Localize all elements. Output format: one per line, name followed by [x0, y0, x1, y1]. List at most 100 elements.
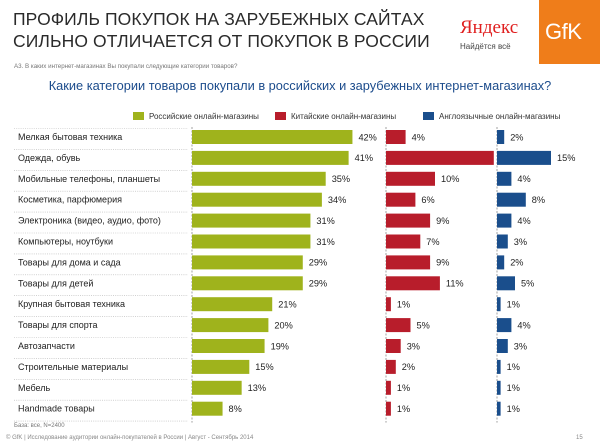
bar-russian — [192, 192, 322, 207]
value-label-russian: 29% — [309, 279, 327, 289]
bar-russian — [192, 150, 349, 165]
bar-english — [497, 150, 551, 165]
category-label: Мобильные телефоны, планшеты — [18, 174, 160, 184]
value-label-english: 15% — [557, 153, 575, 163]
value-label-chinese: 4% — [412, 132, 425, 142]
bar-english — [497, 318, 512, 333]
value-label-english: 8% — [532, 195, 545, 205]
bar-russian — [192, 297, 273, 312]
yandex-logo-word: Яндекс — [460, 17, 519, 38]
value-label-russian: 15% — [255, 362, 273, 372]
value-label-english: 5% — [521, 279, 534, 289]
bar-english — [497, 380, 501, 395]
value-label-russian: 31% — [316, 237, 334, 247]
bar-english — [497, 297, 501, 312]
bar-russian — [192, 213, 311, 228]
category-label: Товары для дома и сада — [18, 257, 121, 267]
value-label-russian: 8% — [229, 404, 242, 414]
bar-chinese — [386, 171, 435, 186]
bar-english — [497, 234, 508, 249]
bar-russian — [192, 276, 303, 291]
value-label-russian: 21% — [278, 300, 296, 310]
value-label-russian: 41% — [355, 153, 373, 163]
sample-base-note: База: все, N=2400 — [14, 423, 65, 429]
legend-item-english: Англоязычные онлайн-магазины — [423, 112, 560, 121]
value-label-english: 1% — [507, 404, 520, 414]
category-label: Handmade товары — [18, 404, 95, 414]
value-label-russian: 34% — [328, 195, 346, 205]
legend-label-english: Англоязычные онлайн-магазины — [439, 112, 561, 121]
value-label-chinese: 7% — [426, 237, 439, 247]
value-label-russian: 29% — [309, 258, 327, 268]
title-line-1: ПРОФИЛЬ ПОКУПОК НА ЗАРУБЕЖНЫХ САЙТАХ — [13, 9, 425, 29]
category-label: Косметика, парфюмерия — [18, 195, 122, 205]
value-label-english: 4% — [517, 320, 530, 330]
bar-chinese — [386, 150, 494, 165]
value-label-russian: 20% — [274, 320, 292, 330]
value-label-russian: 19% — [271, 341, 289, 351]
value-label-russian: 31% — [316, 216, 334, 226]
value-label-english: 1% — [507, 362, 520, 372]
value-label-english: 2% — [510, 132, 523, 142]
bar-chinese — [386, 255, 431, 270]
survey-question: А3. В каких интернет-магазинах Вы покупа… — [14, 63, 238, 70]
gfk-logo: GfK — [539, 0, 600, 64]
bar-russian — [192, 401, 223, 416]
page-title: ПРОФИЛЬ ПОКУПОК НА ЗАРУБЕЖНЫХ САЙТАХ СИЛ… — [13, 8, 433, 52]
category-label: Одежда, обувь — [18, 153, 80, 163]
bar-chinese — [386, 359, 396, 374]
value-label-chinese: 11% — [446, 279, 464, 289]
bar-english — [497, 276, 515, 291]
bar-english — [497, 130, 505, 144]
legend-item-chinese: Китайские онлайн-магазины — [275, 112, 396, 121]
bar-russian — [192, 234, 311, 249]
value-label-english: 1% — [507, 383, 520, 393]
category-label: Электроника (видео, аудио, фото) — [18, 216, 161, 226]
bar-chinese — [386, 276, 440, 291]
legend-item-russian: Российские онлайн-магазины — [133, 112, 259, 121]
value-label-chinese: 2% — [402, 362, 415, 372]
bar-chinese — [386, 401, 391, 416]
value-label-chinese: 9% — [436, 216, 449, 226]
value-label-english: 2% — [510, 258, 523, 268]
value-label-russian: 42% — [358, 132, 376, 142]
value-label-chinese: 9% — [436, 258, 449, 268]
title-line-2: СИЛЬНО ОТЛИЧАЕТСЯ ОТ ПОКУПОК В РОССИИ — [13, 31, 430, 51]
bar-chinese — [386, 192, 416, 207]
bar-chinese — [386, 318, 411, 333]
bar-russian — [192, 171, 326, 186]
page-number: 15 — [576, 435, 583, 441]
bar-chinese — [386, 213, 431, 228]
value-label-chinese: 1% — [397, 300, 410, 310]
category-label: Автозапчасти — [18, 341, 75, 351]
legend-label-russian: Российские онлайн-магазины — [149, 112, 259, 121]
yandex-logo: Яндекс Найдётся всё — [453, 15, 528, 55]
bar-chinese — [386, 234, 421, 249]
bar-english — [497, 359, 501, 374]
value-label-russian: 13% — [248, 383, 266, 393]
bar-russian — [192, 255, 303, 270]
category-label: Крупная бытовая техника — [18, 299, 125, 309]
value-label-english: 4% — [517, 216, 530, 226]
value-label-english: 3% — [514, 341, 527, 351]
bar-russian — [192, 130, 353, 144]
bar-russian — [192, 359, 250, 374]
footer-source: © GfK | Исследование аудитории онлайн-по… — [6, 435, 254, 441]
bar-english — [497, 339, 508, 353]
legend-swatch-chinese — [275, 112, 286, 120]
value-label-chinese: 5% — [417, 320, 430, 330]
category-label: Компьютеры, ноутбуки — [18, 237, 113, 247]
value-label-english: 1% — [507, 300, 520, 310]
category-label: Строительные материалы — [18, 362, 128, 372]
category-label: Товары для спорта — [18, 320, 98, 330]
bar-english — [497, 401, 501, 416]
bar-english — [497, 171, 512, 186]
bar-english — [497, 213, 512, 228]
yandex-logo-tagline: Найдётся всё — [460, 42, 511, 51]
value-label-english: 4% — [517, 174, 530, 184]
category-label: Товары для детей — [18, 278, 93, 288]
value-label-chinese: 3% — [407, 341, 420, 351]
bar-chinese — [386, 380, 391, 395]
bar-chinese — [386, 339, 401, 353]
